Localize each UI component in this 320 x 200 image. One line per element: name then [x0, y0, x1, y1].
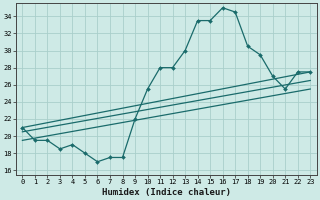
X-axis label: Humidex (Indice chaleur): Humidex (Indice chaleur) [102, 188, 231, 197]
